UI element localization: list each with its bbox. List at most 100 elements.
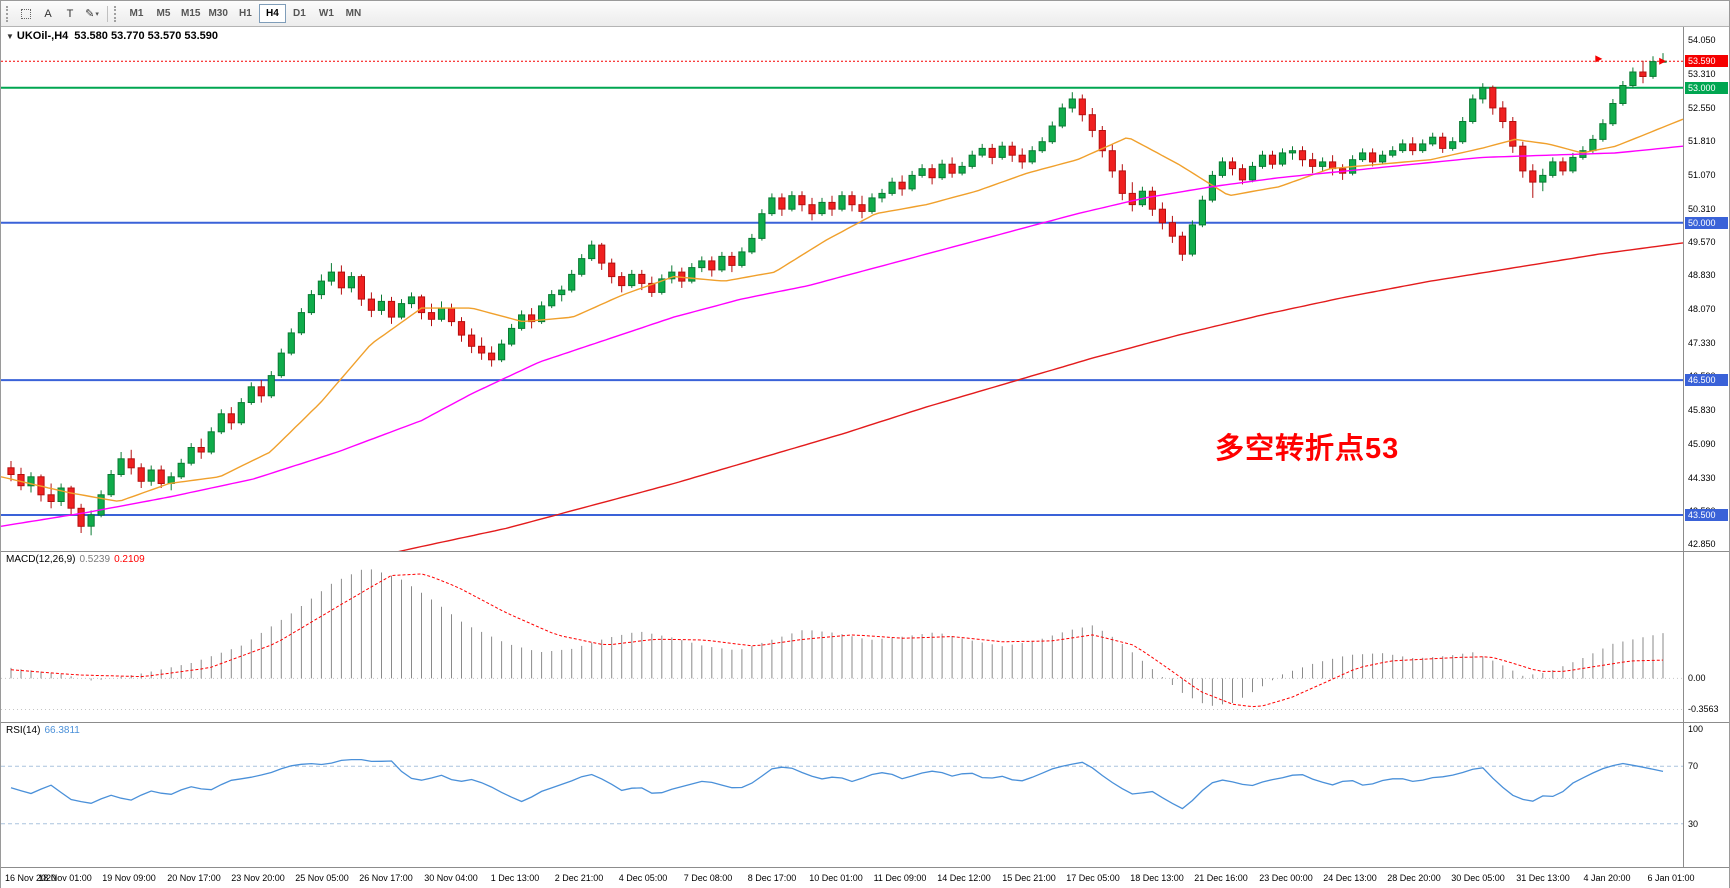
macd-plot-area[interactable] [1, 552, 1683, 722]
rsi-tick: 100 [1688, 724, 1704, 734]
ma-slow-red [398, 242, 1683, 551]
pencil-icon: ✎ [85, 8, 95, 20]
price-tick: 52.550 [1688, 103, 1716, 113]
rsi-label: RSI(14) 66.3811 [6, 725, 84, 736]
price-tick: 53.310 [1688, 69, 1716, 79]
time-axis[interactable]: 16 Nov 2020 18 Nov 01:00 19 Nov 09:00 20 No… [1, 867, 1729, 888]
rsi-name: RSI(14) [6, 725, 41, 736]
macd-label: MACD(12,26,9) 0.5239 0.2109 [6, 554, 149, 565]
time-label: 18 Nov 01:00 [38, 873, 92, 883]
toolbar-grip-2[interactable] [114, 5, 118, 22]
time-label: 15 Dec 21:00 [1002, 873, 1056, 883]
ohlc-values: 53.580 53.770 53.570 53.590 [74, 30, 219, 42]
price-chart-panel: 54.050 53.310 52.550 51.810 51.070 50.310 49.5… [1, 27, 1729, 551]
time-label: 8 Dec 17:00 [747, 873, 797, 883]
time-label: 6 Jan 01:00 [1647, 873, 1695, 883]
price-tick: 45.090 [1688, 439, 1716, 449]
timeframe-m1[interactable]: M1 [123, 4, 150, 23]
price-tick: 44.330 [1688, 473, 1716, 483]
symbol-period-label: UKOil-,H4 [16, 30, 69, 42]
time-label: 10 Dec 01:00 [809, 873, 863, 883]
price-scale[interactable]: 54.050 53.310 52.550 51.810 51.070 50.310 49.5… [1683, 27, 1729, 551]
timeframe-m5[interactable]: M5 [150, 4, 177, 23]
rsi-value: 66.3811 [44, 725, 80, 736]
macd-signal-value: 0.2109 [114, 554, 145, 565]
time-label: 1 Dec 13:00 [490, 873, 540, 883]
price-tick: 42.850 [1688, 539, 1716, 549]
trade-marker [1595, 55, 1603, 63]
text-label-button[interactable]: A [37, 4, 59, 24]
time-label: 11 Dec 09:00 [873, 873, 927, 883]
time-label: 14 Dec 12:00 [937, 873, 991, 883]
time-label: 23 Dec 00:00 [1259, 873, 1313, 883]
time-label: 7 Dec 08:00 [683, 873, 733, 883]
timeframe-w1[interactable]: W1 [313, 4, 340, 23]
candles [7, 53, 1667, 536]
time-label: 30 Nov 04:00 [424, 873, 478, 883]
time-label: 28 Dec 20:00 [1387, 873, 1441, 883]
draw-tools-dropdown[interactable]: ✎ ▾ [81, 4, 103, 24]
macd-name: MACD(12,26,9) [6, 554, 76, 565]
time-label: 26 Nov 17:00 [359, 873, 413, 883]
chart-title: ▼ UKOil-,H4 53.580 53.770 53.570 53.590 [6, 30, 218, 42]
time-label: 20 Nov 17:00 [167, 873, 221, 883]
chevron-down-icon: ▾ [95, 10, 99, 18]
macd-scale[interactable]: 0.00 -0.3563 [1683, 552, 1729, 722]
time-label: 4 Jan 20:00 [1583, 873, 1631, 883]
macd-histogram [10, 569, 1664, 706]
timeframe-h1[interactable]: H1 [232, 4, 259, 23]
rsi-tick: 70 [1688, 761, 1699, 771]
collapse-triangle-icon[interactable]: ▼ [6, 32, 14, 41]
rsi-scale[interactable]: 100 70 30 [1683, 723, 1729, 867]
chart-annotation-text[interactable]: 多空转折点53 [1215, 433, 1400, 465]
macd-main-value: 0.5239 [79, 554, 111, 565]
toolbar-divider [107, 5, 108, 22]
rsi-line [10, 758, 1664, 810]
price-badge: 46.500 [1685, 374, 1728, 386]
price-tick: 51.070 [1688, 170, 1716, 180]
time-label: 21 Dec 16:00 [1194, 873, 1248, 883]
trade-marker [1659, 57, 1667, 65]
price-tick: 48.830 [1688, 270, 1716, 280]
price-badge: 53.590 [1685, 55, 1728, 67]
text-box-button[interactable]: T [59, 4, 81, 24]
rsi-panel: 100 70 30 RSI(14) 66.3811 [1, 723, 1729, 867]
timeframe-m30[interactable]: M30 [204, 4, 231, 23]
time-label: 16 Nov 2020 [5, 873, 57, 883]
timeframe-buttons: M1 M5 M15 M30 H1 H4 D1 W1 MN [123, 4, 367, 23]
time-label: 2 Dec 21:00 [554, 873, 604, 883]
rsi-tick: 30 [1688, 819, 1699, 829]
time-label: 24 Dec 13:00 [1323, 873, 1377, 883]
toolbar: A T ✎ ▾ M1 M5 M15 M30 H1 H4 D1 W1 MN [1, 1, 1729, 27]
macd-panel: 0.00 -0.3563 MACD(12,26,9) 0.5239 0.2109 [1, 552, 1729, 722]
time-label: 23 Nov 20:00 [231, 873, 285, 883]
price-badge: 43.500 [1685, 509, 1728, 521]
panel-separator-rsi[interactable] [1, 722, 1729, 723]
time-label: 31 Dec 13:00 [1516, 873, 1570, 883]
price-plot-area[interactable] [1, 27, 1683, 551]
rsi-plot-area[interactable] [1, 723, 1683, 867]
dotted-box-icon [21, 8, 31, 19]
timeframe-h4[interactable]: H4 [258, 4, 286, 23]
time-label: 25 Nov 05:00 [295, 873, 349, 883]
timeframe-m15[interactable]: M15 [177, 4, 204, 23]
ma-mid-magenta [1, 145, 1683, 527]
price-tick: 47.330 [1688, 338, 1716, 348]
macd-tick: -0.3563 [1688, 704, 1719, 714]
panel-separator-macd[interactable] [1, 551, 1729, 552]
price-tick: 54.050 [1688, 35, 1716, 45]
price-tick: 45.830 [1688, 405, 1716, 415]
time-label: 19 Nov 09:00 [102, 873, 156, 883]
time-label: 17 Dec 05:00 [1066, 873, 1120, 883]
price-badge: 50.000 [1685, 217, 1728, 229]
price-tick: 48.070 [1688, 304, 1716, 314]
dotted-box-tool-button[interactable] [15, 4, 37, 24]
timeframe-mn[interactable]: MN [340, 4, 367, 23]
timeframe-d1[interactable]: D1 [286, 4, 313, 23]
time-label: 18 Dec 13:00 [1130, 873, 1184, 883]
time-label: 30 Dec 05:00 [1451, 873, 1505, 883]
price-tick: 49.570 [1688, 237, 1716, 247]
macd-signal-line [10, 573, 1664, 708]
toolbar-grip[interactable] [6, 5, 10, 22]
